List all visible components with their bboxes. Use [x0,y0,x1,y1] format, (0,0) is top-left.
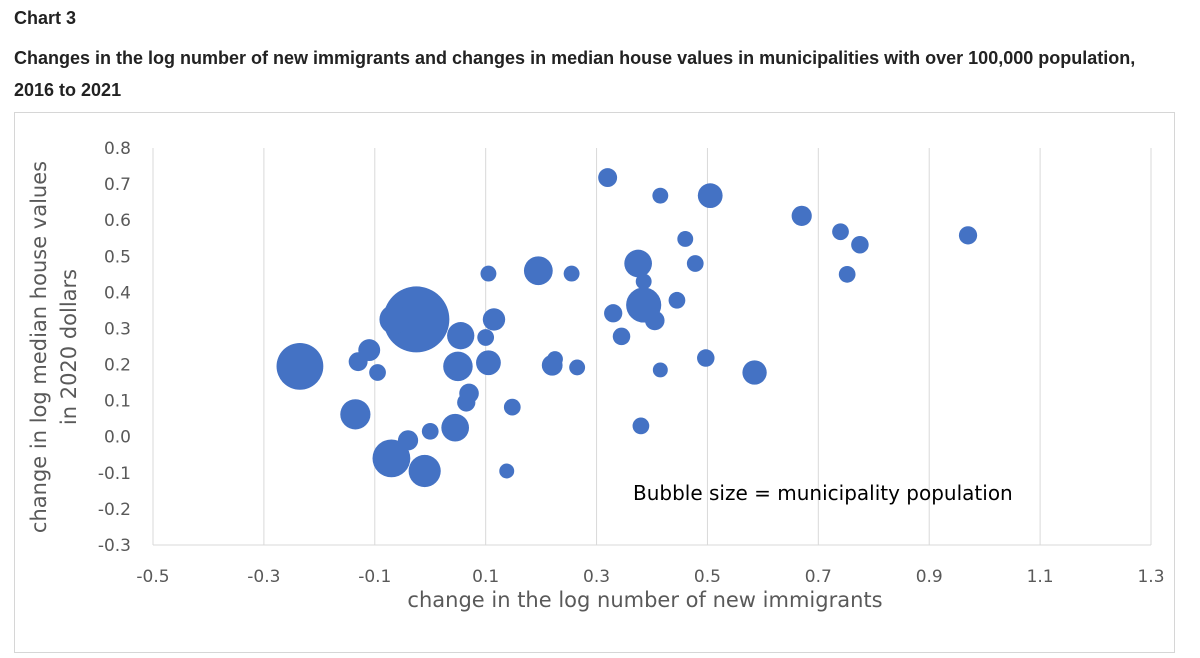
bubble-point [697,183,723,209]
bubble-point [838,265,856,283]
bubble-point [742,360,767,385]
bubble-point [686,255,704,272]
chart-title: Changes in the log number of new immigra… [14,48,1136,100]
x-tick-label: -0.1 [358,567,391,587]
bubble-point [348,352,368,372]
bubble-point [379,304,409,335]
bubble-point [383,286,450,353]
bubble-point [604,304,623,323]
y-tick-label: 0.8 [104,139,131,159]
bubble-point [644,310,665,331]
y-tick-label: -0.3 [98,536,131,556]
bubble-point [408,454,441,488]
y-tick-label: 0.4 [104,283,131,303]
bubble-point [677,231,694,247]
x-tick-label: -0.3 [247,567,280,587]
bubble-size-annotation: Bubble size = municipality population [633,481,1013,505]
bubble-point [441,413,470,442]
y-tick-label: 0.2 [104,356,131,376]
y-tick-label: 0.5 [104,247,131,267]
bubble-point [447,322,475,350]
x-tick-label: 0.7 [805,567,832,587]
bubble-point [503,398,521,416]
y-axis-label: change in log median house values in 202… [27,161,81,533]
bubble-point [480,265,497,282]
y-tick-label: -0.2 [98,500,131,520]
bubble-point [652,187,669,204]
bubble-point [958,226,978,245]
bubble-point [569,359,586,376]
x-tick-labels: -0.5 -0.3 -0.1 0.1 0.3 0.5 0.7 0.9 1.1 1.3 [136,567,1164,587]
y-tick-label: 0.1 [104,392,131,412]
bubble-series [276,168,978,488]
y-tick-labels: 0.8 0.7 0.6 0.5 0.4 0.3 0.2 0.1 0.0 -0.1 -0.2 -0.3 [98,139,131,556]
bubble-point [457,393,476,412]
y-axis-label-line-1: change in log median house values [27,161,51,533]
bubble-point [276,342,324,390]
bubble-point [563,265,580,282]
bubble-point [832,223,849,241]
x-tick-label: 0.9 [916,567,943,587]
x-tick-label: 0.1 [472,567,499,587]
y-axis-label-line-2: in 2020 dollars [57,269,81,425]
bubble-point [476,350,501,376]
y-tick-label: 0.7 [104,175,131,195]
bubble-point [499,463,515,479]
y-tick-label: -0.1 [98,464,131,484]
bubble-point [397,430,419,451]
bubble-point [612,327,631,346]
bubble-point [369,364,386,381]
bubble-point [421,422,439,440]
bubble-point [652,362,668,378]
bubble-point [372,439,411,478]
bubble-point [697,349,715,367]
x-tick-label: 1.1 [1027,567,1054,587]
bubble-point [635,273,652,290]
x-axis-label: change in the log number of new immigran… [407,588,882,612]
bubble-point [668,291,686,309]
bubble-point [851,235,869,254]
x-tick-label: 0.3 [583,567,610,587]
bubble-point [598,168,618,188]
x-tick-label: 0.5 [694,567,721,587]
bubble-point [482,308,506,331]
y-tick-label: 0.3 [104,319,131,339]
bubble-point [624,249,652,278]
chart-frame [14,112,1175,653]
bubble-point [340,399,371,430]
bubble-point [791,205,812,226]
gridlines [152,148,1152,546]
y-tick-label: 0.6 [104,211,131,231]
bubble-point [632,417,650,435]
chart-number: Chart 3 [14,8,77,28]
bubble-point [443,351,473,382]
bubble-point [547,351,563,368]
x-tick-label: -0.5 [136,567,169,587]
bubble-point [477,329,495,346]
x-tick-label: 1.3 [1137,567,1164,587]
bubble-point [523,256,553,286]
y-tick-label: 0.0 [104,428,131,448]
